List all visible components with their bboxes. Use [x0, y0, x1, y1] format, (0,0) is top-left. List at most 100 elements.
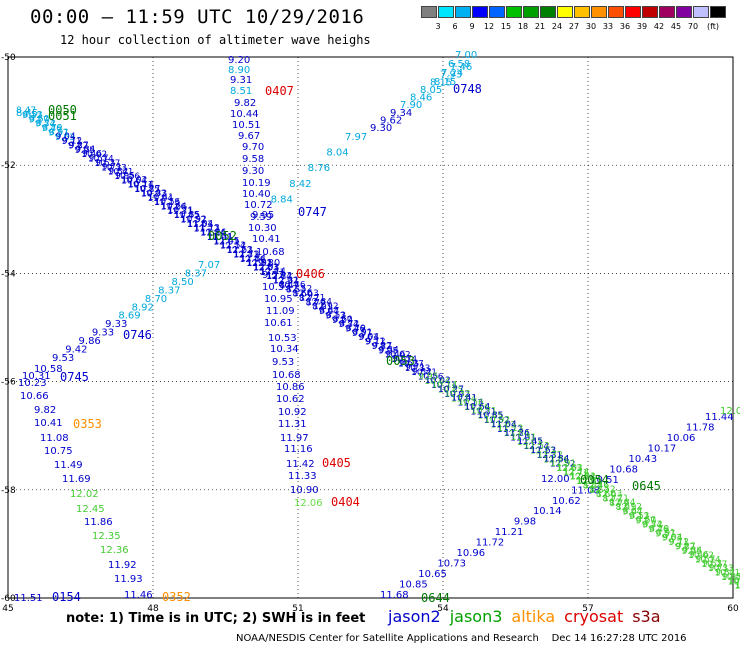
swh-value: 12.84	[610, 498, 636, 508]
swh-value: 8.15	[434, 77, 456, 88]
swh-value: 9.82	[715, 568, 735, 578]
swh-value: 10.75	[44, 446, 73, 457]
legend-swatch	[540, 6, 556, 18]
swh-value: 10.71	[734, 582, 740, 592]
swh-value: 8.72	[36, 119, 56, 129]
swh-value: 8.60	[292, 290, 312, 300]
legend-swatch	[557, 6, 573, 18]
swh-value: 9.82	[372, 342, 392, 352]
swh-value: 9.57	[392, 354, 412, 364]
swh-value: 8.70	[145, 294, 167, 305]
legend-swatch	[489, 6, 505, 18]
track-id-label: 0053	[386, 354, 415, 368]
swh-value: 11.45	[477, 412, 503, 422]
swh-value: 10.41	[108, 168, 134, 178]
swh-value: 10.68	[256, 247, 285, 258]
swh-value: 11.31	[511, 433, 537, 443]
swh-value: 12.22	[570, 472, 596, 482]
legend-label: 21	[534, 22, 546, 31]
swh-value: 12.35	[92, 531, 121, 542]
swh-value: 9.27	[635, 516, 655, 526]
swh-value: 9.12	[669, 537, 689, 547]
swh-value: 10.85	[134, 185, 160, 195]
swh-value: 10.17	[648, 443, 677, 454]
swh-value: 8.91	[352, 328, 372, 338]
track-id-label: 0645	[632, 479, 661, 493]
swh-value: 10.56	[155, 198, 181, 208]
swh-value: 12.63	[253, 264, 279, 274]
track-id-label: 0405	[322, 456, 351, 470]
swh-value: 8.60	[596, 490, 616, 500]
swh-value: 11.04	[188, 219, 214, 229]
y-tick-label: -58	[1, 486, 16, 496]
swh-value: 11.84	[240, 254, 266, 264]
swh-value: 8.92	[132, 302, 154, 313]
swh-value: 10.06	[667, 433, 696, 444]
swh-value: 11.91	[247, 259, 273, 269]
swh-value: 8.90	[228, 65, 250, 76]
legend-label: 36	[619, 22, 631, 31]
swh-value: 9.82	[68, 142, 88, 152]
swh-value: 11.08	[40, 433, 69, 444]
track-id-label: 0054	[580, 473, 609, 487]
swh-value: 9.20	[228, 55, 250, 66]
swh-value: 11.69	[62, 474, 91, 485]
swh-value: 10.14	[533, 506, 562, 517]
swh-value: 12.92	[313, 302, 339, 312]
swh-value: 9.27	[69, 141, 89, 151]
swh-value: 10.14	[735, 581, 740, 591]
legend-label: 24	[551, 22, 563, 31]
track-id-label: 0745	[60, 370, 89, 384]
swh-value: 11.52	[484, 416, 510, 426]
swh-value: 9.82	[412, 367, 432, 377]
swh-value: 8.79	[42, 123, 62, 133]
swh-value: 11.13	[457, 399, 483, 409]
swh-value: 12.52	[286, 285, 312, 295]
swh-value: 9.57	[89, 154, 109, 164]
swh-value: 12.63	[556, 464, 582, 474]
swh-value: 10.27	[135, 184, 161, 194]
swh-value: 10.43	[629, 454, 658, 465]
swh-value: 10.85	[399, 580, 428, 591]
swh-value: 10.34	[270, 344, 299, 355]
swh-value: 10.19	[242, 178, 271, 189]
swh-value: 9.34	[390, 108, 412, 119]
swh-value: 10.58	[34, 364, 63, 375]
swh-value: 9.46	[42, 124, 62, 134]
swh-value: 9.70	[242, 142, 264, 153]
track-id-label: 0052	[208, 229, 237, 243]
x-tick-label: 60	[727, 604, 739, 614]
swh-value: 10.33	[405, 364, 431, 374]
swh-value: 11.26	[504, 428, 530, 438]
swh-value: 10.59	[262, 282, 291, 293]
legend-swatch	[506, 6, 522, 18]
footer-note: note: 1) Time is in UTC; 2) SWH is in fe…	[66, 611, 366, 626]
swh-value: 8.69	[118, 311, 140, 322]
swh-value: 9.58	[242, 154, 264, 165]
swh-value: 11.13	[498, 424, 524, 434]
swh-value: 10.31	[22, 371, 51, 382]
legend-swatch	[591, 6, 607, 18]
swh-value: 12.14	[563, 468, 589, 478]
swh-value: 10.41	[715, 569, 740, 579]
swh-value: 10.85	[478, 411, 504, 421]
legend-label: 12	[483, 22, 495, 31]
swh-value: 12.46	[240, 255, 266, 265]
swh-value: 8.53	[23, 110, 43, 120]
swh-value: 8.51	[230, 86, 252, 97]
swh-value: 8.91	[656, 529, 676, 539]
swh-value: 10.14	[432, 381, 458, 391]
swh-value: 9.57	[48, 128, 68, 138]
legend-unit: (ft)	[706, 22, 720, 31]
swh-value: 8.47	[16, 106, 36, 116]
swh-value: 10.02	[122, 176, 148, 186]
swh-value: 12.46	[583, 481, 609, 491]
swh-value: 10.02	[688, 551, 714, 561]
y-tick-label: -50	[1, 53, 16, 63]
legend-label: 42	[653, 22, 665, 31]
legend-swatch	[523, 6, 539, 18]
swh-value: 8.47	[319, 306, 339, 316]
swh-value: 12.31	[577, 476, 603, 486]
swh-value: 9.80	[258, 258, 280, 269]
swh-value: 7.46	[450, 62, 472, 73]
